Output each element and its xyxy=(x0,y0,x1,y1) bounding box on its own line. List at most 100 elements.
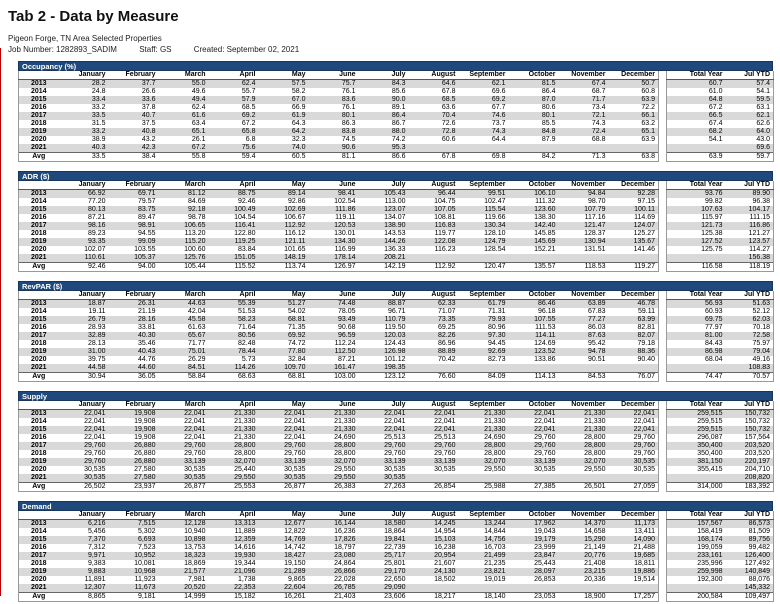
column-header: April xyxy=(208,71,259,80)
column-header: December xyxy=(608,181,659,190)
column-header: April xyxy=(208,291,259,300)
summary-column-header: Total Year xyxy=(666,291,726,300)
cell: 27,385 xyxy=(508,482,559,492)
cell: 22,041 xyxy=(84,434,106,441)
cell: 72.4 xyxy=(558,128,609,136)
cell: 113.20 xyxy=(184,230,206,237)
cell: 26.31 xyxy=(108,299,159,308)
total-year-cell: 350,400 xyxy=(666,450,726,458)
cell: 55.0 xyxy=(158,79,209,88)
cell: 33.2 xyxy=(91,104,106,111)
cell: 19,514 xyxy=(608,576,659,584)
cell: 50.7 xyxy=(608,79,659,88)
cell: 14,245 xyxy=(408,519,459,528)
cell: 121.11 xyxy=(258,238,309,246)
cell: 22,041 xyxy=(534,418,556,425)
cell: 86.3 xyxy=(341,120,356,127)
cell: 89.1 xyxy=(391,104,406,111)
cell: 16,703 xyxy=(484,544,506,551)
cell: 29,760 xyxy=(508,442,559,450)
year-row-label: 2014 xyxy=(18,308,59,316)
cell: 72.8 xyxy=(408,128,459,136)
cell: 14,954 xyxy=(434,528,456,535)
column-gap xyxy=(658,246,667,254)
table-adr: January February March April May June July Augu… xyxy=(18,181,774,272)
cell: 111.32 xyxy=(535,198,556,205)
table-row: 2021 110.61 105.37 125.76 151.05 148.19 178.14… xyxy=(18,254,774,263)
cell: 7,312 xyxy=(87,544,106,551)
cell: 33,139 xyxy=(508,458,559,466)
cell: 88.87 xyxy=(358,299,409,308)
cell: 25,801 xyxy=(384,560,406,567)
cell: 62.4 xyxy=(191,104,206,111)
summary-column-header: Jul YTD xyxy=(725,71,774,80)
year-row-label: 2013 xyxy=(18,409,59,418)
cell: 29,760 xyxy=(84,450,106,457)
cell: 131.51 xyxy=(584,246,606,253)
total-year-cell xyxy=(666,144,726,153)
column-header: January xyxy=(58,291,109,300)
column-header: August xyxy=(408,71,459,80)
cell: 74.3 xyxy=(591,120,606,127)
cell: 11,173 xyxy=(608,519,659,528)
cell: 14,999 xyxy=(158,592,209,602)
cell: 22,041 xyxy=(608,409,659,418)
cell: 116.23 xyxy=(434,246,456,253)
column-gap xyxy=(658,189,667,198)
cell: 96.59 xyxy=(308,332,359,340)
cell: 105.43 xyxy=(358,189,409,198)
year-row-label: 2021 xyxy=(18,584,59,593)
table-row: 2016 87.21 89.47 98.78 104.54 106.67 119.11 134… xyxy=(18,214,774,222)
column-gap xyxy=(658,434,667,442)
cell: 94.55 xyxy=(137,230,156,237)
column-header: January xyxy=(58,511,109,520)
year-row-label: 2013 xyxy=(18,519,59,528)
column-header: October xyxy=(508,181,559,190)
cell: 11,673 xyxy=(108,584,159,593)
column-gap xyxy=(658,136,667,144)
jul-ytd-cell: 49.16 xyxy=(725,356,774,364)
cell: 69.92 xyxy=(258,332,309,340)
total-year-cell xyxy=(666,584,726,593)
total-year-cell: 233,161 xyxy=(666,552,726,560)
jul-ytd-cell: 57.4 xyxy=(725,79,774,88)
column-header: June xyxy=(308,511,359,520)
cell: 21,488 xyxy=(608,544,659,552)
cell: 28,800 xyxy=(308,442,359,450)
cell: 22,041 xyxy=(184,434,206,441)
total-year-cell: 74.47 xyxy=(666,372,726,382)
total-year-cell: 84.43 xyxy=(666,340,726,348)
cell xyxy=(408,584,459,593)
cell xyxy=(508,254,559,263)
cell: 80.1 xyxy=(508,112,559,120)
cell: 22,041 xyxy=(384,418,406,425)
cell: 19,685 xyxy=(608,552,659,560)
cell: 23,937 xyxy=(108,482,159,492)
avg-row-label: Avg xyxy=(18,152,59,162)
cell: 15,290 xyxy=(558,536,609,544)
cell: 71.35 xyxy=(287,324,306,331)
cell xyxy=(508,364,559,373)
cell: 86.4 xyxy=(358,112,409,120)
cell: 11,889 xyxy=(234,528,256,535)
cell: 86.6 xyxy=(358,152,409,162)
column-gap xyxy=(658,206,667,214)
jul-ytd-cell: 59.5 xyxy=(725,96,774,104)
column-header: April xyxy=(208,181,259,190)
cell: 26.6 xyxy=(141,88,156,95)
cell: 74.3 xyxy=(458,128,509,136)
cell: 151.05 xyxy=(208,254,259,263)
column-header: February xyxy=(108,511,159,520)
table-row: 2019 33.2 40.8 65.1 65.8 64.2 83.8 88.0 72.8 74.3… xyxy=(18,128,774,136)
cell: 71.64 xyxy=(237,324,256,331)
cell: 25,440 xyxy=(234,466,256,473)
cell: 113.00 xyxy=(384,198,406,205)
total-year-cell: 127.52 xyxy=(666,238,726,246)
cell: 29,760 xyxy=(608,434,659,442)
cell: 21,330 xyxy=(458,426,509,434)
jul-ytd-cell: 150,732 xyxy=(725,426,774,434)
total-year-cell: 259,515 xyxy=(666,409,726,418)
cell: 63.99 xyxy=(608,316,659,324)
cell: 22,041 xyxy=(608,418,659,426)
table-row: 2018 29,760 26,880 29,760 28,800 29,760 28,800… xyxy=(18,450,774,458)
